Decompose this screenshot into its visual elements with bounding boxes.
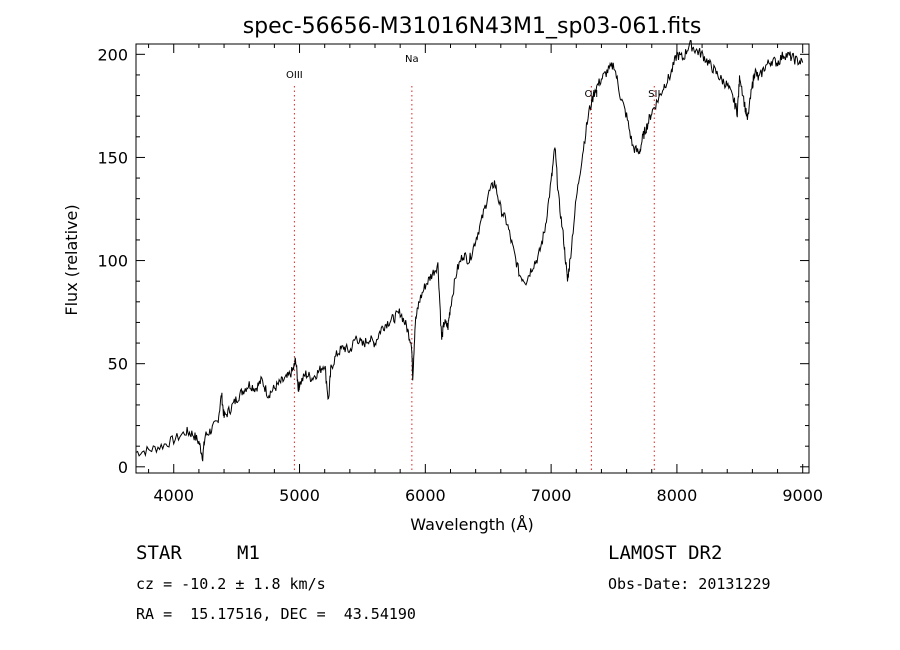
y-tick-label: 200 bbox=[97, 45, 128, 64]
object-class: STAR bbox=[136, 542, 182, 564]
object-subclass: M1 bbox=[237, 542, 260, 564]
x-tick-label: 6000 bbox=[405, 486, 446, 505]
line-label: OII bbox=[584, 89, 598, 100]
plot-area: 4000 5000 6000 7000 8000 9000 0 50 100 150 200 OIII… bbox=[97, 40, 823, 505]
x-tick-label: 7000 bbox=[531, 486, 572, 505]
y-tick-label: 100 bbox=[97, 252, 128, 271]
spectrum-line bbox=[135, 40, 804, 462]
line-label: OIII bbox=[286, 70, 303, 81]
plot-frame bbox=[135, 43, 810, 474]
observation-date: Obs-Date: 20131229 bbox=[608, 575, 771, 593]
y-tick-label: 0 bbox=[118, 458, 128, 477]
line-label: Na bbox=[405, 54, 419, 65]
chart-title: spec-56656-M31016N43M1_sp03-061.fits bbox=[243, 14, 702, 39]
coordinates: RA = 15.17516, DEC = 43.54190 bbox=[136, 605, 416, 623]
y-tick-label: 50 bbox=[108, 355, 128, 374]
x-tick-label: 5000 bbox=[279, 486, 320, 505]
line-label: SII bbox=[648, 89, 660, 100]
redshift-velocity: cz = -10.2 ± 1.8 km/s bbox=[136, 575, 326, 593]
x-tick-label: 4000 bbox=[153, 486, 194, 505]
x-tick-label: 9000 bbox=[782, 486, 823, 505]
x-axis-label: Wavelength (Å) bbox=[410, 515, 533, 534]
y-axis-label: Flux (relative) bbox=[62, 204, 81, 315]
y-tick-label: 150 bbox=[97, 148, 128, 167]
survey-name: LAMOST DR2 bbox=[608, 542, 723, 564]
x-tick-label: 8000 bbox=[657, 486, 698, 505]
